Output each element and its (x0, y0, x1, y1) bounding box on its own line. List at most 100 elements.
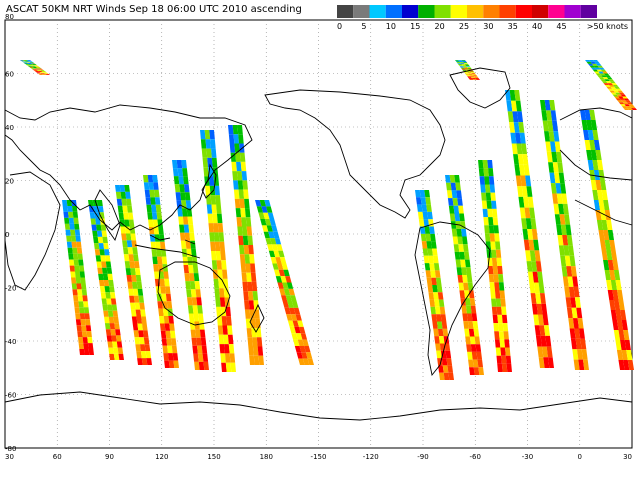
swath-cell (490, 241, 496, 250)
swath-cell (488, 217, 494, 226)
swath-cell (146, 204, 152, 213)
swath-cell (190, 329, 197, 338)
swath-cell (29, 66, 34, 68)
swath-cell (75, 235, 81, 242)
swath-cell (241, 226, 248, 236)
swath-cell (593, 65, 600, 68)
swath-cell (187, 216, 194, 225)
swath-cell (598, 230, 605, 240)
swath-cell (484, 225, 490, 234)
swath-cell (592, 69, 599, 72)
swath-cell (158, 226, 164, 235)
swath-cell (603, 83, 609, 85)
swath-cell (100, 255, 106, 262)
swath-cell (104, 316, 110, 324)
swath-cell (100, 224, 107, 231)
swath-cell (188, 265, 194, 274)
legend-label: 0 (337, 22, 342, 31)
swath-cell (589, 110, 596, 120)
swath-cell (74, 265, 80, 272)
swath-cell (164, 323, 171, 331)
swath-cell (194, 361, 200, 370)
swath-cell (93, 243, 100, 250)
swath-cell (465, 336, 471, 345)
swath-cell (220, 353, 226, 363)
swath-cell (558, 203, 565, 215)
swath-cell (588, 63, 594, 66)
swath-cell (621, 320, 628, 330)
swath-cell (472, 74, 477, 76)
swath-cell (157, 301, 163, 309)
swath-cell (484, 184, 491, 193)
swath-cell (264, 219, 272, 226)
swath-cell (68, 217, 75, 224)
swath-cell (483, 217, 489, 226)
swath-cell (555, 183, 562, 194)
swath-cell (28, 66, 33, 67)
swath-cell (107, 310, 114, 317)
swath-cell (445, 350, 452, 359)
swath-cell (621, 350, 628, 360)
swath-cell (253, 300, 259, 310)
swath-cell (422, 248, 429, 256)
swath-cell (541, 303, 548, 315)
swath-cell (490, 192, 496, 201)
swath-cell (65, 229, 71, 236)
swath-cell (552, 162, 559, 173)
swath-cell (131, 275, 137, 282)
swath-cell (466, 66, 471, 67)
swath-cell (465, 74, 470, 76)
swath-cell (211, 251, 217, 261)
swath-cell (498, 323, 504, 332)
swath-cell (515, 175, 522, 187)
swath-cell (578, 328, 585, 339)
swath-cell (81, 325, 87, 332)
swath-cell (461, 69, 466, 70)
swath-cell (29, 64, 34, 66)
swath-cell (589, 65, 596, 68)
swath-cell (116, 341, 123, 348)
swath-cell (218, 232, 225, 242)
swath-cell (601, 250, 608, 260)
swath-cell (188, 313, 195, 322)
swath-cell (607, 83, 613, 85)
swath-cell (67, 247, 73, 254)
swath-cell (559, 214, 566, 225)
swath-cell (471, 76, 475, 78)
swath-cell (183, 184, 190, 193)
coast-europe-africa (559, 107, 633, 226)
swath-cell (263, 231, 271, 239)
swath-cell (237, 125, 243, 135)
swath-cell (153, 182, 159, 190)
swath-cell (466, 305, 472, 314)
swath-cell (595, 180, 602, 190)
swath-cell (258, 212, 265, 220)
swath-cell (618, 96, 624, 99)
swath-cell (417, 211, 424, 220)
swath-cell (568, 318, 575, 329)
swath-cell (623, 108, 629, 110)
swath-cell (480, 184, 486, 193)
swath-cell (124, 226, 131, 234)
swath-cell (62, 200, 68, 206)
swath-cell (427, 248, 433, 256)
swath-cell (161, 293, 167, 302)
swath-cell (222, 325, 228, 335)
swath-cell (529, 250, 536, 262)
swath-cell (183, 265, 190, 274)
swath-cell (570, 338, 577, 350)
swath-cell (568, 245, 575, 256)
legend-label: 20 (435, 22, 445, 31)
swath-cell (143, 175, 149, 183)
swath-cell (491, 249, 497, 258)
swath-cell (172, 353, 179, 361)
coast-india (94, 189, 121, 241)
swath-cell (238, 189, 245, 199)
swath-cell (22, 61, 27, 63)
swath-cell (436, 350, 442, 359)
swath-cell (166, 338, 172, 346)
swath-cell (156, 212, 163, 220)
swath-cell (23, 60, 28, 61)
swath-cell (24, 63, 29, 65)
swath-cell (531, 303, 538, 315)
